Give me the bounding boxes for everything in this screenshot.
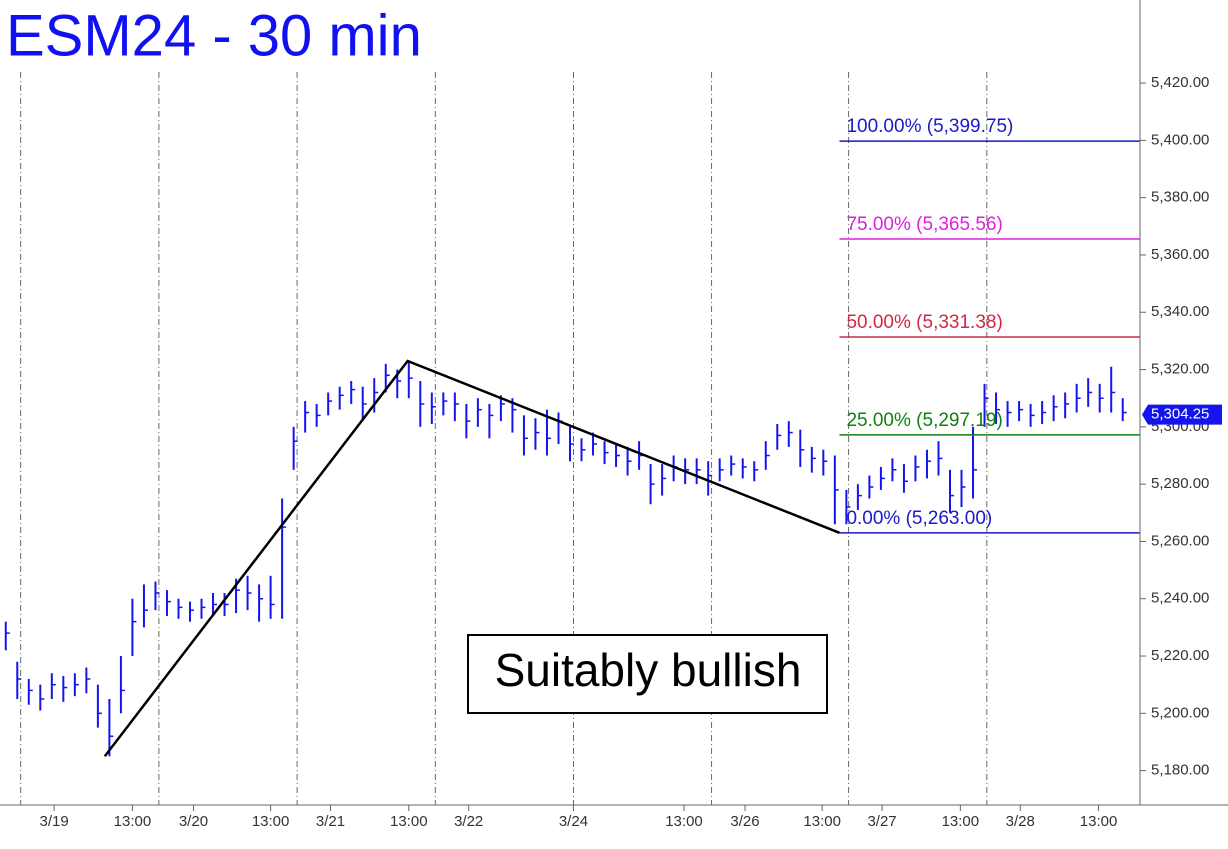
y-tick-label: 5,200.00	[1151, 704, 1209, 721]
overlays: 100.00% (5,399.75) 75.00% (5,365.56) 50.00…	[103, 116, 1140, 758]
fib-label: 50.00% (5,331.38)	[846, 312, 1002, 333]
bars	[4, 360, 1127, 757]
trend-line	[103, 359, 840, 758]
y-tick-label: 5,280.00	[1151, 475, 1209, 492]
x-tick-label: 13:00	[1080, 813, 1118, 830]
grid	[20, 72, 1146, 811]
x-tick-label: 3/27	[867, 813, 896, 830]
x-tick-label: 3/28	[1006, 813, 1035, 830]
x-tick-label: 3/24	[559, 813, 588, 830]
y-tick-label: 5,260.00	[1151, 532, 1209, 549]
fib-label: 25.00% (5,297.19)	[846, 410, 1002, 431]
fib-label: 75.00% (5,365.56)	[846, 214, 1002, 235]
x-tick-label: 3/21	[316, 813, 345, 830]
x-tick-label: 13:00	[803, 813, 841, 830]
fib-label: 0.00% (5,263.00)	[846, 508, 992, 529]
y-tick-label: 5,420.00	[1151, 74, 1209, 91]
y-tick-label: 5,380.00	[1151, 189, 1209, 206]
last-price-marker	[1142, 404, 1222, 425]
x-tick-label: 13:00	[390, 813, 428, 830]
x-tick-label: 3/19	[40, 813, 69, 830]
x-tick-label: 13:00	[252, 813, 290, 830]
y-tick-label: 5,240.00	[1151, 590, 1209, 607]
y-tick-label: 5,180.00	[1151, 762, 1209, 779]
y-tick-label: 5,220.00	[1151, 647, 1209, 664]
x-tick-label: 13:00	[942, 813, 980, 830]
y-tick-label: 5,400.00	[1151, 131, 1209, 148]
x-tick-label: 3/22	[454, 813, 483, 830]
x-tick-label: 13:00	[114, 813, 152, 830]
y-tick-label: 5,340.00	[1151, 303, 1209, 320]
x-tick-label: 13:00	[665, 813, 703, 830]
x-tick-label: 3/20	[179, 813, 208, 830]
x-tick-label: 3/26	[730, 813, 759, 830]
annotation-box	[467, 634, 828, 714]
y-tick-label: 5,360.00	[1151, 246, 1209, 263]
annotation: Suitably bullish	[495, 644, 802, 696]
fib-label: 100.00% (5,399.75)	[846, 116, 1013, 137]
chart-title: ESM24 - 30 min	[6, 3, 422, 68]
y-tick-label: 5,320.00	[1151, 361, 1209, 378]
last-price-label: 5,304.25	[1151, 406, 1209, 423]
